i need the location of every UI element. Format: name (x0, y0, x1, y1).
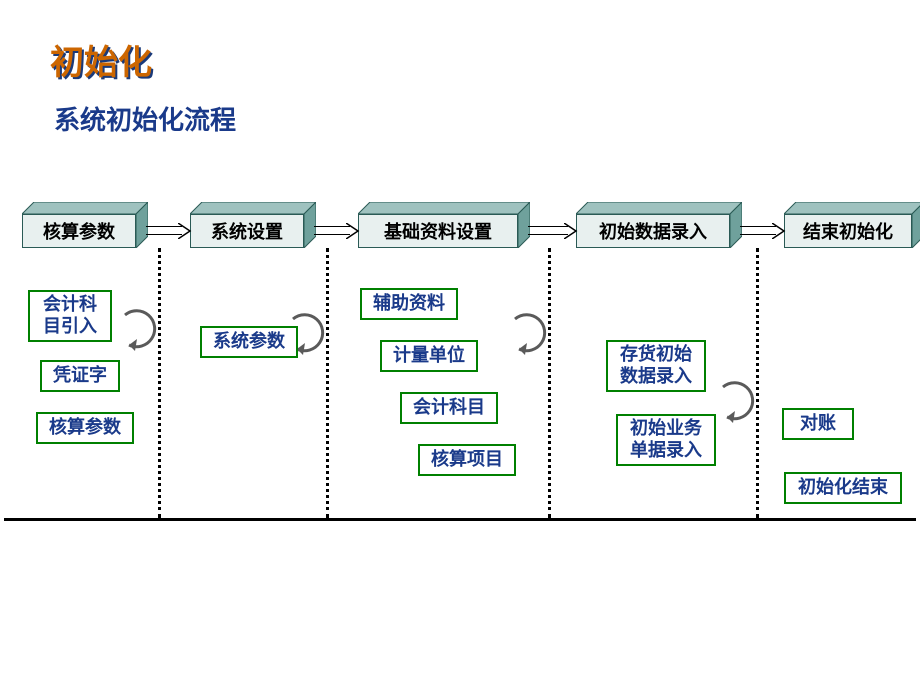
stage-arrow (146, 223, 192, 239)
baseline (4, 518, 916, 521)
sub-item-box: 计量单位 (380, 340, 478, 372)
stage-box-s4: 初始数据录入 (576, 202, 742, 248)
sub-item-box: 凭证字 (40, 360, 120, 392)
sub-item-box: 初始化结束 (784, 472, 902, 504)
stage-arrow (740, 223, 786, 239)
sub-item-box: 核算项目 (418, 444, 516, 476)
stage-box-s2: 系统设置 (190, 202, 316, 248)
sub-item-box: 系统参数 (200, 326, 298, 358)
sub-item-box: 对账 (782, 408, 854, 440)
divider-vertical (548, 248, 551, 518)
stage-box-s1: 核算参数 (22, 202, 148, 248)
curve-arrow-icon (715, 381, 761, 427)
stage-label: 系统设置 (190, 214, 304, 248)
page-subtitle: 系统初始化流程 (54, 100, 236, 137)
stage-box-s3: 基础资料设置 (358, 202, 530, 248)
stage-arrow (528, 223, 578, 239)
curve-arrow-icon (117, 309, 163, 355)
divider-vertical (326, 248, 329, 518)
sub-item-box: 初始业务 单据录入 (616, 414, 716, 466)
page-title: 初始化 (50, 35, 152, 84)
sub-item-box: 会计科 目引入 (28, 290, 112, 342)
sub-item-box: 核算参数 (36, 412, 134, 444)
stage-arrow (314, 223, 360, 239)
diagram-stage: 初始化初始化系统初始化流程核算参数系统设置基础资料设置初始数据录入结束初始化会计… (0, 0, 920, 690)
stage-label: 初始数据录入 (576, 214, 730, 248)
stage-label: 核算参数 (22, 214, 136, 248)
sub-item-box: 存货初始 数据录入 (606, 340, 706, 392)
stage-label: 基础资料设置 (358, 214, 518, 248)
stage-label: 结束初始化 (784, 214, 912, 248)
curve-arrow-icon (507, 313, 553, 359)
sub-item-box: 会计科目 (400, 392, 498, 424)
divider-vertical (158, 248, 161, 518)
stage-box-s5: 结束初始化 (784, 202, 920, 248)
sub-item-box: 辅助资料 (360, 288, 458, 320)
